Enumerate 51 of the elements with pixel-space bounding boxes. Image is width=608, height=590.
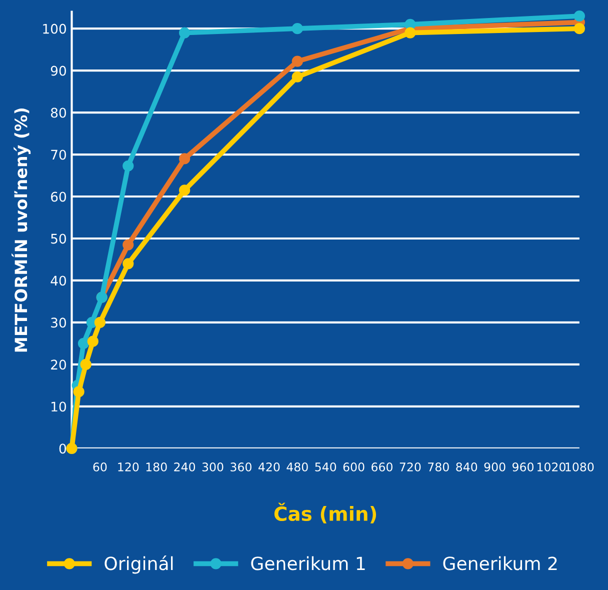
x-tick-label: 180	[146, 462, 167, 472]
x-tick-label: 840	[456, 462, 478, 472]
point	[80, 358, 92, 370]
point	[404, 27, 416, 38]
x-tick-label: 660	[372, 462, 392, 472]
legend-label: Generikum 1	[251, 556, 365, 570]
x-tick-label: 120	[118, 462, 139, 472]
x-tick-label: 360	[230, 462, 252, 472]
point	[292, 71, 303, 82]
point	[574, 23, 585, 34]
legend-label: Generikum 2	[443, 556, 557, 570]
x-axis-title: Čas (min)	[274, 502, 376, 524]
x-tick-label: 780	[428, 462, 449, 472]
x-tick-label: 420	[258, 462, 280, 472]
point	[73, 386, 84, 398]
y-tick-label: 60	[51, 192, 66, 202]
point	[122, 239, 134, 250]
point	[94, 316, 106, 328]
point	[87, 336, 98, 347]
point	[179, 184, 190, 196]
x-tick-label: 300	[202, 462, 224, 472]
y-tick-label: 10	[52, 402, 66, 412]
x-tick-label: 900	[484, 462, 506, 472]
point	[292, 23, 303, 34]
point	[179, 27, 190, 38]
y-tick-label: 100	[43, 24, 66, 34]
x-tick-label: 480	[286, 462, 308, 472]
y-tick-label: 90	[50, 66, 66, 76]
point	[292, 56, 303, 67]
y-tick-label: 50	[51, 234, 66, 244]
y-tick-label: 70	[51, 150, 66, 160]
x-tick-label: 240	[174, 462, 196, 472]
point	[574, 10, 585, 22]
x-tick-label: 1020	[537, 462, 566, 472]
point	[122, 160, 134, 172]
x-tick-label: 60	[93, 462, 107, 472]
y-tick-label: 40	[50, 276, 66, 286]
point	[179, 153, 190, 164]
y-tick-label: 80	[50, 108, 66, 118]
legend-label: Originál	[104, 556, 173, 574]
y-tick-label: 0	[59, 444, 66, 454]
x-tick-label: 960	[512, 462, 534, 472]
point	[122, 258, 134, 270]
point	[78, 338, 90, 350]
x-tick-label: 720	[400, 462, 421, 472]
x-tick-label: 600	[343, 462, 364, 472]
y-tick-label: 20	[51, 360, 66, 370]
y-axis-title: METFORMÍN uvoľnený (%)	[12, 108, 31, 352]
x-tick-label: 540	[315, 462, 336, 472]
x-tick-label: 1080	[566, 462, 594, 472]
y-tick-label: 30	[51, 318, 66, 328]
